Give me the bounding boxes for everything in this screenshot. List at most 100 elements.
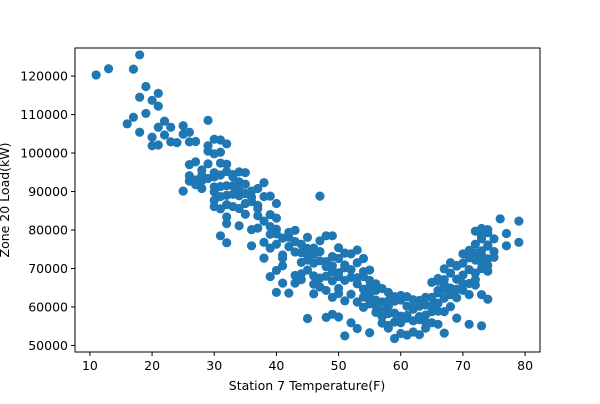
data-point bbox=[159, 116, 170, 126]
data-point bbox=[203, 141, 213, 151]
data-point bbox=[439, 284, 449, 294]
data-point bbox=[178, 186, 188, 196]
data-point bbox=[377, 306, 387, 316]
data-point bbox=[246, 241, 257, 251]
x-tick-label: 20 bbox=[144, 358, 160, 373]
data-point bbox=[278, 253, 288, 263]
data-point bbox=[315, 246, 325, 257]
data-point bbox=[414, 312, 424, 322]
data-point bbox=[327, 231, 337, 241]
data-point bbox=[197, 165, 207, 175]
data-point bbox=[240, 209, 250, 219]
data-point bbox=[302, 313, 313, 324]
data-point bbox=[470, 239, 480, 249]
data-point bbox=[240, 179, 250, 189]
data-point bbox=[476, 231, 487, 242]
data-point bbox=[315, 256, 325, 266]
data-point bbox=[253, 223, 263, 233]
data-point bbox=[153, 101, 163, 111]
x-tick-label: 10 bbox=[82, 358, 98, 373]
data-point bbox=[271, 213, 282, 223]
y-tick-label: 60000 bbox=[28, 299, 68, 314]
data-point bbox=[346, 265, 356, 275]
data-point bbox=[265, 221, 275, 232]
data-point bbox=[178, 121, 188, 131]
data-point bbox=[234, 185, 244, 195]
data-point bbox=[476, 321, 487, 331]
data-point bbox=[309, 279, 319, 289]
x-tick-label: 70 bbox=[455, 358, 471, 373]
data-point bbox=[191, 157, 201, 167]
data-point bbox=[333, 253, 344, 264]
data-point bbox=[321, 312, 331, 322]
y-tick-label: 120000 bbox=[20, 69, 68, 84]
data-point bbox=[253, 183, 263, 194]
data-point bbox=[346, 318, 356, 328]
y-axis-ticks: 50000 60000 70000 80000 90000 100000 110000 120… bbox=[20, 69, 75, 353]
data-point bbox=[222, 139, 232, 149]
data-point bbox=[458, 279, 468, 289]
data-point bbox=[489, 234, 499, 244]
data-point bbox=[234, 221, 244, 231]
data-point bbox=[203, 173, 213, 184]
data-point bbox=[427, 318, 437, 328]
y-tick-label: 110000 bbox=[20, 107, 68, 122]
data-point bbox=[389, 296, 400, 306]
data-point bbox=[439, 275, 449, 285]
data-point bbox=[215, 231, 226, 241]
x-tick-label: 60 bbox=[393, 358, 409, 373]
data-point bbox=[321, 261, 331, 272]
data-point bbox=[222, 159, 232, 169]
x-tick-label: 50 bbox=[331, 358, 347, 373]
data-point bbox=[135, 50, 145, 60]
data-point bbox=[153, 122, 163, 132]
data-point bbox=[265, 191, 275, 201]
data-point bbox=[284, 227, 294, 237]
data-point bbox=[483, 225, 493, 235]
data-point bbox=[402, 310, 412, 321]
data-point bbox=[371, 301, 381, 311]
data-point bbox=[427, 277, 437, 287]
data-point bbox=[501, 241, 512, 251]
data-point bbox=[259, 216, 269, 226]
data-point bbox=[408, 304, 418, 314]
data-point bbox=[445, 268, 456, 278]
data-point bbox=[464, 290, 474, 300]
data-point bbox=[271, 198, 282, 209]
data-point bbox=[458, 270, 468, 280]
data-point bbox=[135, 127, 145, 137]
data-point bbox=[371, 279, 381, 289]
data-point bbox=[389, 333, 400, 344]
data-point bbox=[159, 130, 170, 140]
data-point bbox=[153, 140, 163, 150]
data-point bbox=[495, 214, 505, 224]
data-point bbox=[215, 181, 226, 192]
data-point bbox=[445, 290, 456, 300]
points-layer bbox=[91, 50, 524, 344]
data-point bbox=[340, 331, 350, 341]
data-point bbox=[476, 250, 487, 261]
data-point bbox=[365, 328, 375, 338]
data-point bbox=[483, 260, 493, 271]
data-point bbox=[464, 319, 474, 329]
data-point bbox=[433, 306, 443, 316]
data-point bbox=[365, 265, 375, 275]
data-point bbox=[222, 218, 232, 229]
data-point bbox=[483, 294, 493, 304]
data-point bbox=[470, 275, 480, 285]
y-tick-label: 70000 bbox=[28, 261, 68, 276]
data-point bbox=[346, 289, 356, 299]
data-point bbox=[358, 292, 369, 302]
data-point bbox=[333, 243, 344, 253]
x-tick-label: 80 bbox=[517, 358, 533, 373]
data-point bbox=[489, 252, 499, 262]
data-point bbox=[253, 211, 263, 221]
data-point bbox=[222, 212, 232, 222]
data-point bbox=[141, 108, 151, 119]
data-point bbox=[284, 288, 294, 298]
data-point bbox=[259, 237, 269, 247]
data-point bbox=[302, 265, 313, 275]
data-point bbox=[246, 192, 257, 202]
data-point bbox=[371, 285, 381, 296]
